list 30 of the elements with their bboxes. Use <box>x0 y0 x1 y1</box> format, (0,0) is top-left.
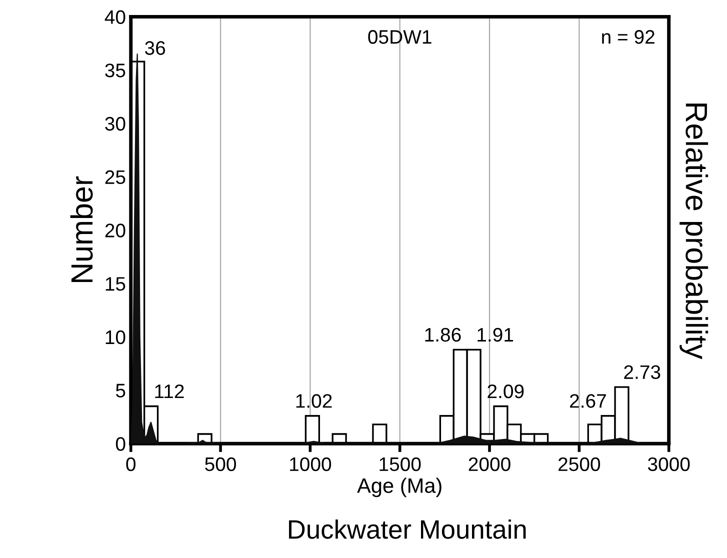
x-tick-label: 500 <box>205 457 236 472</box>
y-tick-label: 35 <box>105 64 126 78</box>
x-tick-label: 2000 <box>468 457 510 472</box>
annotation: 2.09 <box>488 384 524 398</box>
y-tick-label: 5 <box>116 384 126 398</box>
y-tick-label: 10 <box>106 330 126 344</box>
annotation: 1.91 <box>478 328 514 342</box>
y-tick-label: 0 <box>116 437 126 451</box>
y-tick-label: 40 <box>104 10 126 24</box>
x-tick-label: 1500 <box>380 457 421 472</box>
annotation: 1.86 <box>425 328 461 342</box>
annotation: 2.67 <box>570 394 606 408</box>
y-tick-label: 25 <box>105 170 126 184</box>
annotation: 2.73 <box>624 365 660 380</box>
x-axis-title: Age (Ma) <box>357 478 442 498</box>
y-tick-label: 30 <box>105 116 126 131</box>
x-tick-label: 1000 <box>290 457 332 472</box>
text: Duckwater Mountain <box>289 519 526 539</box>
annotation: 05DW1 <box>368 30 432 44</box>
x-tick-label: 2500 <box>558 457 600 472</box>
annotation: n = 92 <box>602 30 654 44</box>
y-tick-label: 20 <box>105 224 126 238</box>
annotation: 1.02 <box>296 394 332 408</box>
annotation: 112 <box>155 384 184 398</box>
x-tick-label: 0 <box>126 457 136 472</box>
x-tick-label: 3000 <box>648 457 690 472</box>
annotation: 36 <box>145 41 166 55</box>
y-axis-title: Number <box>70 176 93 282</box>
y-tick-label: 15 <box>106 277 126 291</box>
y2-axis-title: Relative probability <box>680 104 708 360</box>
